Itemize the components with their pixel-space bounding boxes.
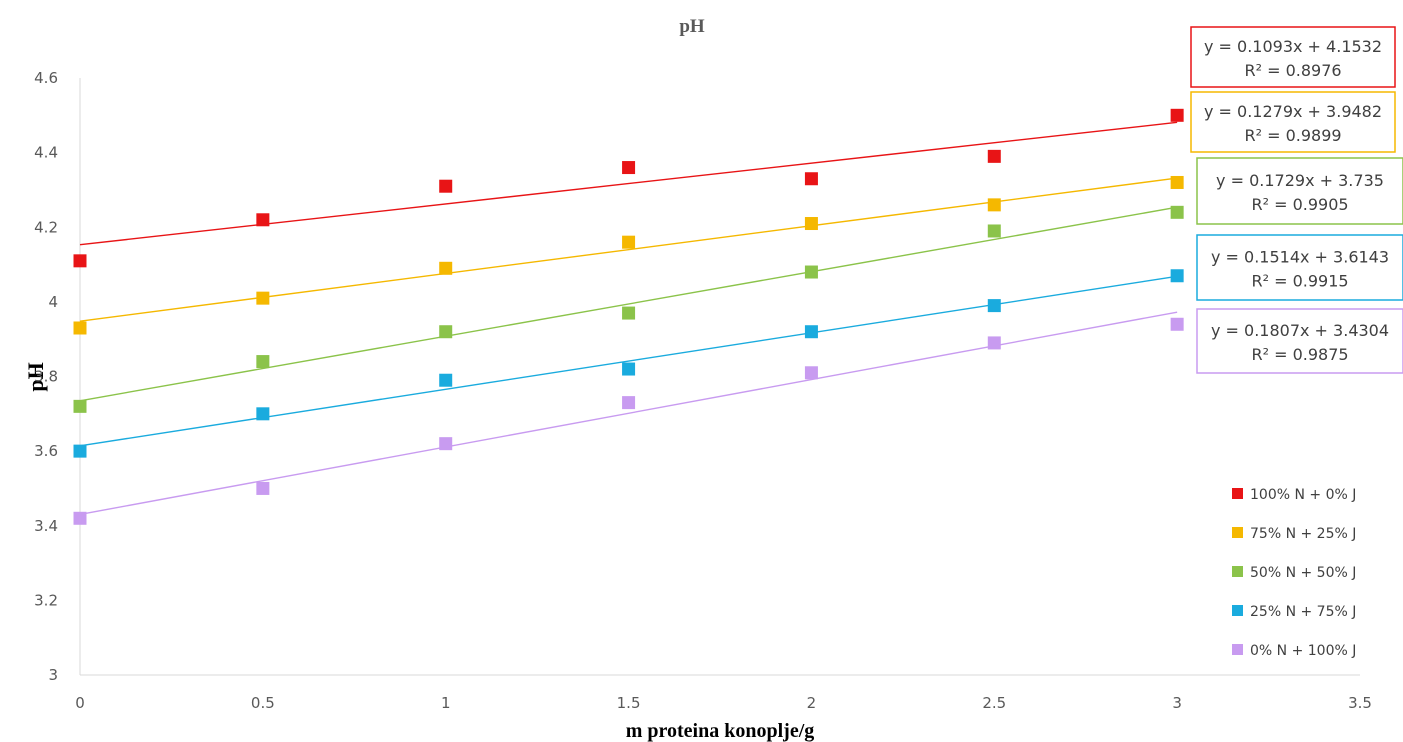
data-point <box>622 161 636 175</box>
data-point <box>622 396 636 410</box>
r-squared-value: R² = 0.9915 <box>1251 272 1348 291</box>
legend-swatch <box>1232 566 1243 577</box>
data-point <box>256 355 270 369</box>
x-tick-label: 1.5 <box>617 694 641 712</box>
data-point <box>439 179 453 193</box>
data-point <box>987 224 1001 238</box>
y-tick-label: 3.4 <box>34 517 58 535</box>
data-point <box>256 481 270 495</box>
legend-label: 50% N + 50% J <box>1250 565 1356 581</box>
r-squared-value: R² = 0.9875 <box>1251 345 1348 364</box>
r-squared-value: R² = 0.9899 <box>1244 126 1341 145</box>
data-point <box>256 213 270 227</box>
data-point <box>73 444 87 458</box>
r-squared-value: R² = 0.8976 <box>1244 61 1341 80</box>
data-point <box>73 511 87 525</box>
data-point <box>987 299 1001 313</box>
data-point <box>622 306 636 320</box>
y-tick-label: 4 <box>48 293 58 311</box>
data-point <box>1170 269 1184 283</box>
y-tick-label: 3.2 <box>34 591 58 609</box>
data-point <box>439 437 453 451</box>
data-point <box>439 325 453 339</box>
data-point <box>1170 175 1184 189</box>
legend-label: 100% N + 0% J <box>1250 487 1356 503</box>
x-tick-label: 0.5 <box>251 694 275 712</box>
trendline-equations: y = 0.1093x + 4.1532 R² = 0.8976 y = 0.127… <box>1190 26 1403 374</box>
x-tick-label: 2.5 <box>982 694 1006 712</box>
data-point <box>987 336 1001 350</box>
x-tick-label: 1 <box>441 694 451 712</box>
equation-box <box>1196 308 1403 374</box>
legend-swatch <box>1232 527 1243 538</box>
y-tick-label: 3.8 <box>34 368 58 386</box>
trendline <box>79 177 1178 322</box>
legend-swatch <box>1232 488 1243 499</box>
r-squared-value: R² = 0.9905 <box>1251 195 1348 214</box>
data-point <box>439 373 453 387</box>
trendline <box>79 121 1178 246</box>
data-point <box>1170 108 1184 122</box>
trendline-equation: y = 0.1093x + 4.1532 <box>1204 37 1382 56</box>
chart-title: pH <box>679 16 705 37</box>
data-point <box>622 362 636 376</box>
x-axis-title: m proteina konoplje/g <box>626 720 815 742</box>
legend: 100% N + 0% J 75% N + 25% J 50% N + 50% J 2… <box>1232 487 1356 659</box>
y-tick-label: 4.6 <box>34 69 58 87</box>
data-point <box>73 399 87 413</box>
data-point <box>73 254 87 268</box>
x-tick-label: 3.5 <box>1348 694 1372 712</box>
equation-box <box>1196 157 1403 225</box>
trendline <box>79 275 1178 447</box>
data-point <box>987 149 1001 163</box>
trendline-equation: y = 0.1514x + 3.6143 <box>1211 248 1389 267</box>
y-tick-label: 3 <box>48 666 58 684</box>
trendline <box>79 311 1178 516</box>
data-points <box>73 108 1184 525</box>
trendline-equation: y = 0.1807x + 3.4304 <box>1211 321 1389 340</box>
y-tick-label: 3.6 <box>34 442 58 460</box>
x-tick-label: 2 <box>807 694 817 712</box>
data-point <box>804 172 818 186</box>
trendline-equation: y = 0.1279x + 3.9482 <box>1204 102 1382 121</box>
y-axis-title: pH <box>23 362 48 391</box>
y-tick-label: 4.2 <box>34 218 58 236</box>
data-point <box>804 217 818 231</box>
x-tick-label: 3 <box>1172 694 1182 712</box>
data-point <box>804 265 818 279</box>
y-tick-label: 4.4 <box>34 144 58 162</box>
data-point <box>1170 317 1184 331</box>
axes: 3 3.2 3.4 3.6 3.8 4 4.2 4.4 4.6 0 0.5 1 1.5 2 2.5 3 3.5 <box>34 69 1372 712</box>
legend-label: 25% N + 75% J <box>1250 604 1356 620</box>
equation-box <box>1190 91 1396 153</box>
data-point <box>256 291 270 305</box>
data-point <box>804 325 818 339</box>
legend-swatch <box>1232 644 1243 655</box>
legend-swatch <box>1232 605 1243 616</box>
equation-box <box>1190 26 1396 88</box>
data-point <box>256 407 270 421</box>
x-tick-label: 0 <box>75 694 85 712</box>
data-point <box>73 321 87 335</box>
data-point <box>804 366 818 380</box>
trendline <box>79 206 1178 402</box>
equation-box <box>1196 234 1403 301</box>
data-point <box>622 235 636 249</box>
data-point <box>987 198 1001 212</box>
trendline-equation: y = 0.1729x + 3.735 <box>1216 171 1384 190</box>
data-point <box>439 261 453 275</box>
legend-label: 75% N + 25% J <box>1250 526 1356 542</box>
data-point <box>1170 205 1184 219</box>
legend-label: 0% N + 100% J <box>1250 643 1356 659</box>
